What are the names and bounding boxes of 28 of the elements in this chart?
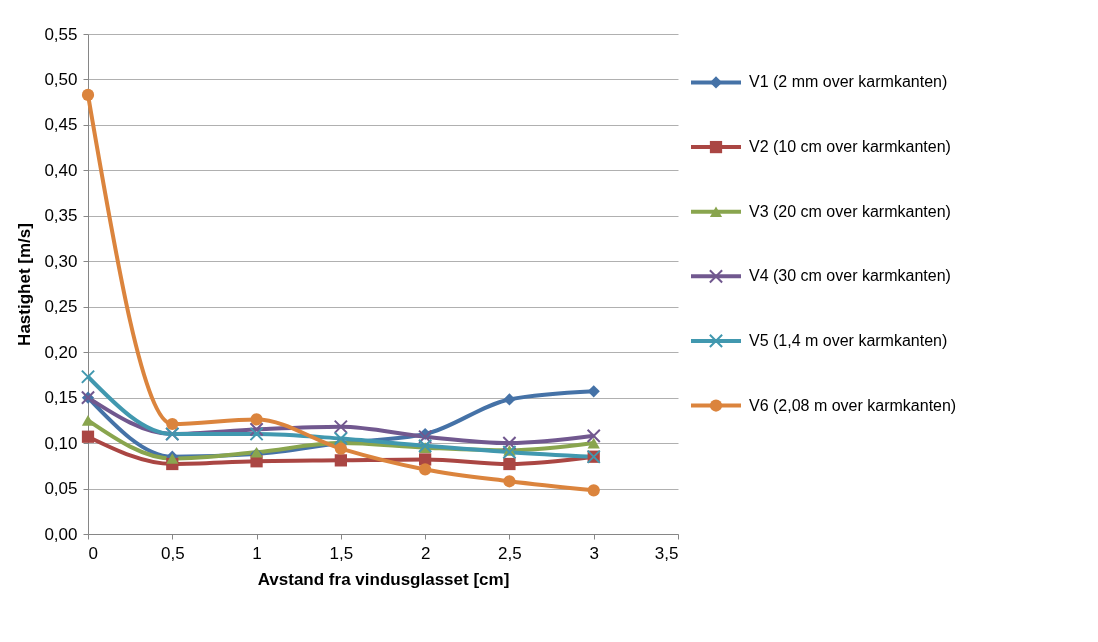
x-tick-label: 3: [589, 543, 599, 563]
x-tick-label: 2,5: [498, 543, 522, 563]
legend-label: V4 (30 cm over karmkanten): [749, 267, 951, 285]
y-tick-label: 0,20: [44, 342, 78, 362]
x-tick-label: 1: [252, 543, 262, 563]
y-tick-label: 0,00: [44, 524, 78, 544]
x-tick-label: 0,5: [160, 543, 185, 563]
y-tick-label: 0,50: [44, 69, 78, 89]
x-tick-label: 0: [88, 543, 98, 563]
legend-label: V5 (1,4 m over karmkanten): [749, 331, 948, 349]
legend-label: V6 (2,08 m over karmkanten): [749, 396, 957, 414]
legend-label: V1 (2 mm over karmkanten): [749, 73, 948, 91]
x-tick-label: 3,5: [654, 543, 679, 563]
y-tick-label: 0,30: [44, 251, 78, 271]
y-tick-label: 0,10: [44, 433, 78, 453]
y-tick-label: 0,55: [44, 24, 78, 44]
y-tick-label: 0,05: [44, 479, 78, 499]
y-tick-label: 0,15: [44, 388, 78, 408]
x-axis-title: Avstand fra vindusglasset [cm]: [257, 569, 510, 589]
x-tick-label: 2: [420, 543, 431, 563]
y-tick-label: 0,45: [44, 115, 78, 135]
y-tick-label: 0,35: [44, 206, 78, 226]
y-tick-label: 0,25: [44, 297, 78, 317]
x-tick-label: 1,5: [329, 543, 354, 563]
y-axis-title: Hastighet [m/s]: [15, 223, 35, 346]
y-tick-label: 0,40: [44, 160, 78, 180]
legend-label: V3 (20 cm over karmkanten): [749, 202, 951, 220]
legend-label: V2 (10 cm over karmkanten): [749, 138, 951, 156]
